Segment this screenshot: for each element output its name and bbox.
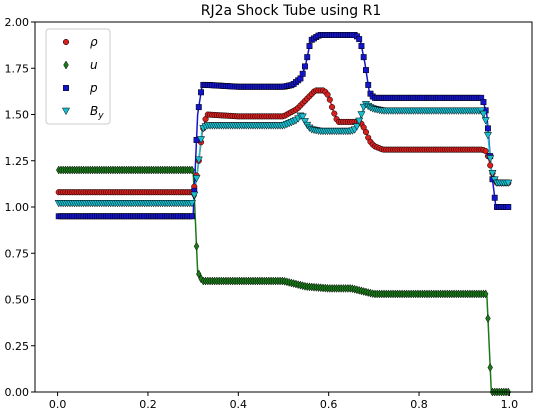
marker-by bbox=[352, 123, 361, 131]
x-tick-label: 0.2 bbox=[139, 398, 157, 411]
marker-p bbox=[484, 125, 491, 132]
marker-by bbox=[481, 117, 490, 125]
legend-marker-u bbox=[63, 60, 69, 70]
y-tick-label: 1.50 bbox=[5, 109, 30, 122]
marker-by bbox=[357, 111, 366, 119]
marker-p bbox=[360, 54, 367, 61]
y-tick-label: 2.00 bbox=[5, 16, 30, 29]
x-tick-label: 0.8 bbox=[410, 398, 428, 411]
marker-by bbox=[483, 132, 492, 140]
legend-marker-p bbox=[63, 85, 69, 91]
marker-p bbox=[491, 194, 498, 201]
chart-title: RJ2a Shock Tube using R1 bbox=[201, 3, 382, 19]
marker-u bbox=[485, 313, 491, 323]
marker-rho bbox=[482, 147, 489, 155]
marker-by bbox=[300, 118, 309, 126]
marker-rho bbox=[326, 96, 333, 103]
legend-label-p: p bbox=[89, 81, 98, 95]
marker-rho bbox=[331, 110, 338, 117]
y-axis: 0.00 0.25 0.50 0.75 1.00 1.25 1.50 1.75 2.00 bbox=[5, 16, 35, 399]
y-tick-label: 1.00 bbox=[5, 201, 30, 214]
y-tick-label: 1.75 bbox=[5, 62, 30, 75]
marker-rho bbox=[324, 91, 331, 98]
legend-label-rho: ρ bbox=[90, 35, 98, 49]
marker-rho bbox=[329, 104, 336, 111]
plot-markers bbox=[54, 32, 513, 397]
marker-p bbox=[189, 213, 195, 220]
y-tick-label: 0.75 bbox=[5, 247, 30, 260]
marker-by bbox=[479, 110, 488, 119]
marker-by bbox=[486, 155, 495, 163]
marker-by bbox=[197, 136, 206, 144]
x-tick-label: 0.6 bbox=[320, 398, 338, 411]
marker-p bbox=[304, 54, 311, 61]
y-tick-label: 1.25 bbox=[5, 155, 30, 168]
marker-p bbox=[356, 36, 363, 43]
legend-label-u: u bbox=[90, 58, 98, 72]
marker-u bbox=[189, 165, 195, 175]
x-tick-label: 1.0 bbox=[501, 398, 519, 411]
legend-box bbox=[45, 28, 111, 125]
x-axis: 0.0 0.2 0.4 0.6 0.8 1.0 bbox=[49, 392, 518, 411]
marker-p bbox=[358, 43, 365, 49]
marker-u bbox=[193, 241, 200, 251]
marker-p bbox=[299, 70, 306, 77]
x-tick-label: 0.4 bbox=[230, 398, 248, 411]
marker-p bbox=[198, 89, 204, 96]
marker-u bbox=[482, 289, 489, 299]
marker-u bbox=[487, 363, 493, 372]
marker-by bbox=[187, 200, 197, 208]
marker-by bbox=[194, 156, 203, 164]
marker-by bbox=[190, 191, 199, 200]
marker-p bbox=[505, 204, 512, 210]
marker-by bbox=[192, 175, 201, 183]
curve-rho bbox=[57, 89, 510, 193]
marker-p bbox=[480, 99, 487, 105]
marker-by bbox=[488, 169, 497, 178]
marker-p bbox=[302, 63, 308, 70]
marker-p bbox=[363, 67, 369, 74]
marker-by bbox=[355, 117, 364, 126]
marker-by bbox=[298, 113, 307, 121]
marker-rho bbox=[362, 129, 370, 136]
y-tick-label: 0.00 bbox=[5, 386, 30, 399]
marker-rho bbox=[487, 162, 494, 169]
legend-marker-by bbox=[61, 107, 71, 116]
x-tick-label: 0.0 bbox=[49, 398, 67, 411]
legend-marker-rho bbox=[62, 38, 70, 46]
y-tick-label: 0.50 bbox=[5, 294, 30, 307]
marker-p bbox=[306, 43, 313, 49]
y-tick-label: 0.25 bbox=[5, 340, 30, 353]
marker-p bbox=[195, 104, 202, 111]
marker-by bbox=[504, 179, 513, 188]
marker-p bbox=[365, 81, 372, 88]
